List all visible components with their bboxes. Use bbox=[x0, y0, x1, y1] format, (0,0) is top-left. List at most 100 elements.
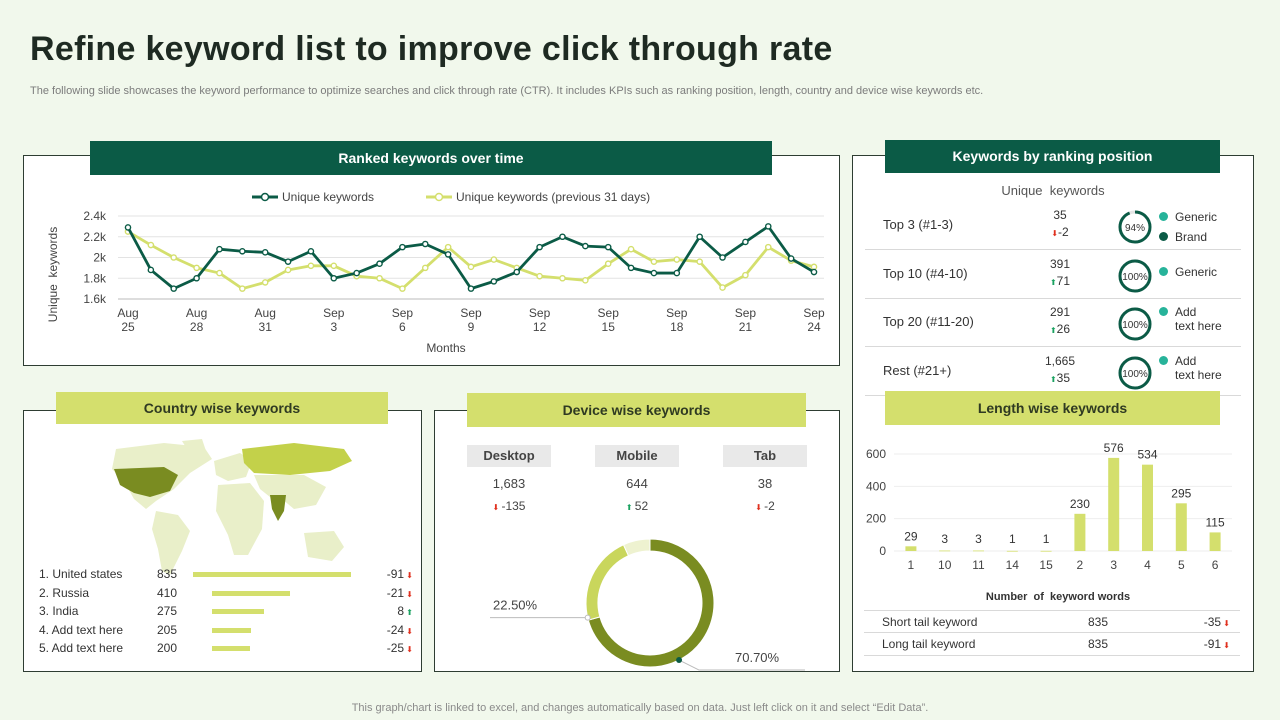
country-delta-value: -21 bbox=[386, 585, 405, 600]
series-point-0[interactable] bbox=[742, 238, 749, 246]
length-bar[interactable] bbox=[905, 546, 917, 551]
series-point-0[interactable] bbox=[330, 274, 338, 282]
series-point-0[interactable] bbox=[170, 285, 178, 292]
bar-value-label: 3 bbox=[941, 532, 948, 546]
x-tick-label: Aug 25 bbox=[117, 306, 138, 334]
ring-percent: 100% bbox=[1122, 369, 1148, 380]
series-point-1[interactable] bbox=[742, 271, 749, 279]
series-point-0[interactable] bbox=[810, 268, 818, 276]
arrow-down-icon: ⬇ bbox=[404, 571, 413, 580]
legend-label: Generic bbox=[1175, 210, 1218, 224]
series-point-1[interactable] bbox=[399, 285, 406, 292]
leader-dot bbox=[584, 614, 591, 621]
series-point-0[interactable] bbox=[353, 269, 360, 277]
series-point-0[interactable] bbox=[421, 240, 429, 248]
series-point-1[interactable] bbox=[650, 258, 658, 265]
country-bar bbox=[212, 590, 290, 596]
y-tick-label: 2.2k bbox=[83, 230, 107, 244]
series-point-0[interactable] bbox=[559, 233, 566, 241]
series-point-0[interactable] bbox=[444, 251, 452, 258]
length-bar[interactable] bbox=[1142, 464, 1153, 551]
series-point-0[interactable] bbox=[513, 268, 521, 276]
series-point-0[interactable] bbox=[284, 258, 292, 265]
series-point-1[interactable] bbox=[376, 274, 383, 282]
ranked-keywords-chart[interactable]: 1.6k 1.8k 2k 2.2k 2.4k Aug 25 Aug 28 Aug 31 Sep 3 Sep… bbox=[24, 156, 839, 365]
donut-slice-tab[interactable] bbox=[622, 538, 651, 557]
series-point-0[interactable] bbox=[673, 269, 681, 277]
series-point-0[interactable] bbox=[604, 243, 612, 251]
x-tick-label: Sep 24 bbox=[803, 306, 825, 334]
series-point-1[interactable] bbox=[330, 262, 338, 270]
series-point-1[interactable] bbox=[673, 256, 681, 263]
length-bar[interactable] bbox=[1175, 503, 1187, 551]
series-point-1[interactable] bbox=[216, 269, 223, 277]
leader-dot bbox=[676, 657, 683, 664]
length-bar[interactable] bbox=[1209, 532, 1221, 551]
bar-value-label: 3 bbox=[975, 532, 982, 546]
series-point-0[interactable] bbox=[764, 223, 772, 230]
series-point-1[interactable] bbox=[147, 241, 155, 249]
series-point-1[interactable] bbox=[604, 260, 612, 268]
series-point-1[interactable] bbox=[467, 263, 475, 271]
ring-percent: 100% bbox=[1122, 272, 1148, 283]
bar-value-label: 534 bbox=[1137, 448, 1157, 462]
map-south-america bbox=[152, 511, 190, 575]
device-donut-chart[interactable]: 70.70% 22.50% bbox=[435, 521, 839, 671]
series-point-0[interactable] bbox=[193, 274, 200, 282]
series-point-1[interactable] bbox=[719, 284, 726, 291]
series-point-0[interactable] bbox=[490, 278, 498, 285]
series-point-0[interactable] bbox=[787, 255, 795, 262]
series-point-0[interactable] bbox=[239, 247, 246, 255]
series-point-1[interactable] bbox=[536, 272, 543, 280]
series-point-1[interactable] bbox=[307, 262, 315, 270]
donut-slice-mobile[interactable] bbox=[585, 544, 630, 621]
series-point-1[interactable] bbox=[559, 274, 566, 282]
legend-dot-icon bbox=[1159, 355, 1168, 365]
x-tick-label: Sep 12 bbox=[529, 306, 551, 334]
length-bar[interactable] bbox=[1040, 550, 1052, 552]
series-point-1[interactable] bbox=[696, 258, 703, 265]
series-point-1[interactable] bbox=[170, 254, 178, 261]
length-bar[interactable] bbox=[1074, 513, 1086, 551]
series-point-1[interactable] bbox=[444, 243, 452, 251]
arrow-up-icon: ⬆ bbox=[1049, 277, 1057, 287]
length-bar[interactable] bbox=[939, 550, 951, 552]
series-point-1[interactable] bbox=[239, 285, 246, 292]
series-point-0[interactable] bbox=[376, 260, 383, 268]
series-point-0[interactable] bbox=[719, 254, 726, 261]
ranking-count: 291 bbox=[1049, 305, 1071, 319]
series-point-0[interactable] bbox=[536, 243, 543, 251]
series-point-0[interactable] bbox=[307, 247, 315, 255]
series-point-1[interactable] bbox=[582, 277, 589, 284]
series-point-0[interactable] bbox=[216, 245, 223, 253]
country-name: 4. Add text here bbox=[39, 622, 124, 637]
country-delta: 8 ⬆ bbox=[397, 604, 413, 618]
series-point-1[interactable] bbox=[764, 243, 772, 251]
series-point-1[interactable] bbox=[261, 279, 269, 286]
series-point-0[interactable] bbox=[650, 269, 658, 277]
ranked-keywords-title: Ranked keywords over time bbox=[90, 141, 772, 175]
series-point-1[interactable] bbox=[627, 245, 635, 253]
arrow-down-icon: ⬇ bbox=[1051, 229, 1059, 238]
series-point-0[interactable] bbox=[696, 233, 703, 241]
series-point-0[interactable] bbox=[467, 285, 475, 292]
length-bar[interactable] bbox=[1006, 550, 1018, 552]
series-point-0[interactable] bbox=[124, 224, 132, 231]
legend-label: Add text here bbox=[1175, 305, 1222, 333]
series-point-1[interactable] bbox=[284, 266, 292, 274]
series-point-1[interactable] bbox=[810, 263, 818, 271]
unique-keywords-header: Unique keywords bbox=[1001, 183, 1105, 198]
series-point-0[interactable] bbox=[399, 243, 406, 251]
series-point-0[interactable] bbox=[261, 249, 269, 256]
series-point-1[interactable] bbox=[193, 264, 200, 272]
map-australia bbox=[304, 531, 344, 561]
length-bar[interactable] bbox=[1108, 457, 1120, 551]
length-bar[interactable] bbox=[973, 550, 984, 552]
series-point-0[interactable] bbox=[582, 242, 589, 250]
series-point-0[interactable] bbox=[147, 266, 155, 274]
series-point-1[interactable] bbox=[421, 264, 429, 272]
series-point-1[interactable] bbox=[490, 256, 498, 263]
series-point-0[interactable] bbox=[627, 264, 635, 272]
y-tick-label: 0 bbox=[879, 544, 886, 558]
length-wise-chart[interactable]: 0200400600291310311114115230257635344295… bbox=[860, 432, 1240, 607]
